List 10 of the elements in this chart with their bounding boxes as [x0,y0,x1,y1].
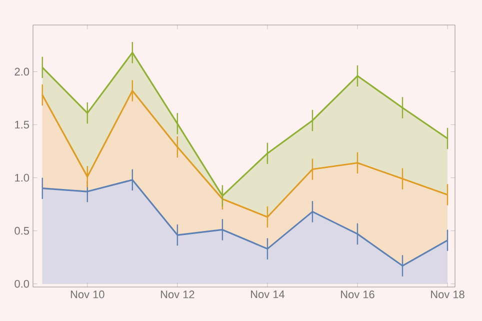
y-tick-label: 1.5 [15,120,30,129]
y-tick-label: 0.0 [14,280,30,288]
x-tick-label: Nov 10 [70,290,104,298]
x-tick-label: Nov 16 [341,290,374,298]
y-tick-label: 1.0 [15,174,30,182]
y-tick-label: 2.0 [14,68,30,76]
x-tick-label: Nov 12 [160,290,194,298]
x-tick-label: Nov 18 [431,290,464,298]
x-tick-label: Nov 14 [250,290,284,298]
y-tick-label: 0.5 [14,226,30,235]
